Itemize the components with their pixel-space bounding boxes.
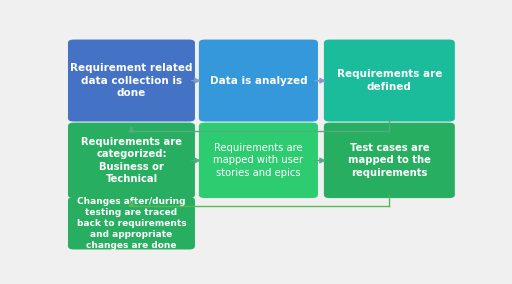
Text: Requirements are
categorized:
Business or
Technical: Requirements are categorized: Business o…	[81, 137, 182, 184]
Text: Requirements are
mapped with user
stories and epics: Requirements are mapped with user storie…	[214, 143, 304, 178]
Text: Changes after/during
testing are traced
back to requirements
and appropriate
cha: Changes after/during testing are traced …	[77, 197, 186, 250]
Text: Requirements are
defined: Requirements are defined	[337, 69, 442, 92]
Text: Test cases are
mapped to the
requirements: Test cases are mapped to the requirement…	[348, 143, 431, 178]
FancyBboxPatch shape	[199, 39, 318, 122]
FancyBboxPatch shape	[199, 123, 318, 198]
FancyBboxPatch shape	[68, 39, 195, 122]
Text: Data is analyzed: Data is analyzed	[209, 76, 307, 85]
FancyBboxPatch shape	[324, 39, 455, 122]
FancyBboxPatch shape	[68, 197, 195, 249]
FancyBboxPatch shape	[324, 123, 455, 198]
Text: Requirement related
data collection is
done: Requirement related data collection is d…	[70, 63, 193, 98]
FancyBboxPatch shape	[68, 123, 195, 198]
